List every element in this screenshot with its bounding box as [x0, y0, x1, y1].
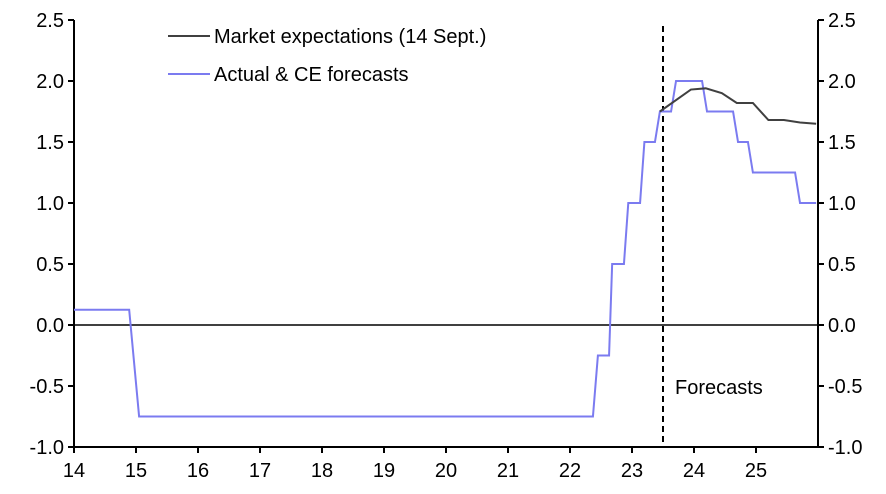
y-tick-label-left: 2.0 [36, 71, 64, 93]
y-tick-label-right: 1.5 [828, 132, 856, 154]
y-tick-label-right: 0.5 [828, 254, 856, 276]
x-tick-label: 20 [435, 460, 457, 482]
series-group [74, 80, 817, 418]
x-tick-label: 19 [373, 460, 395, 482]
x-tick-label: 18 [311, 460, 333, 482]
y-tick-label-left: 1.0 [36, 193, 64, 215]
x-tick-label: 22 [559, 460, 581, 482]
x-tick-label: 15 [125, 460, 147, 482]
axes: -1.0 -1.0 -0.5 -0.5 0.0 0.0 0.5 0.5 1.0 1.0 1.5 1.5… [30, 10, 863, 482]
y-tick-label-right: 2.5 [828, 10, 856, 32]
y-tick-label-left: 0.5 [36, 254, 64, 276]
y-tick-label-left: -1.0 [30, 437, 64, 459]
legend-label: Actual & CE forecasts [214, 64, 409, 86]
series-line [74, 80, 817, 418]
y-tick-label-left: 0.0 [36, 315, 64, 337]
x-tick-label: 21 [497, 460, 519, 482]
legend-label: Market expectations (14 Sept.) [214, 26, 486, 48]
y-tick-label-right: -0.5 [828, 376, 862, 398]
y-tick-label-right: 0.0 [828, 315, 856, 337]
x-tick-label: 17 [249, 460, 271, 482]
y-tick-label-right: 2.0 [828, 71, 856, 93]
x-tick-label: 24 [683, 460, 705, 482]
x-tick-label: 14 [63, 460, 85, 482]
y-tick-label-right: 1.0 [828, 193, 856, 215]
y-tick-label-left: 2.5 [36, 10, 64, 32]
x-tick-label: 16 [187, 460, 209, 482]
x-tick-label: 23 [621, 460, 643, 482]
forecast-annotation: Forecasts [675, 377, 763, 399]
y-tick-label-right: -1.0 [828, 437, 862, 459]
x-tick-label: 25 [745, 460, 767, 482]
series-line [659, 87, 817, 125]
y-tick-label-left: 1.5 [36, 132, 64, 154]
legend: Market expectations (14 Sept.) Actual & C… [168, 26, 486, 86]
y-tick-label-left: -0.5 [30, 376, 64, 398]
